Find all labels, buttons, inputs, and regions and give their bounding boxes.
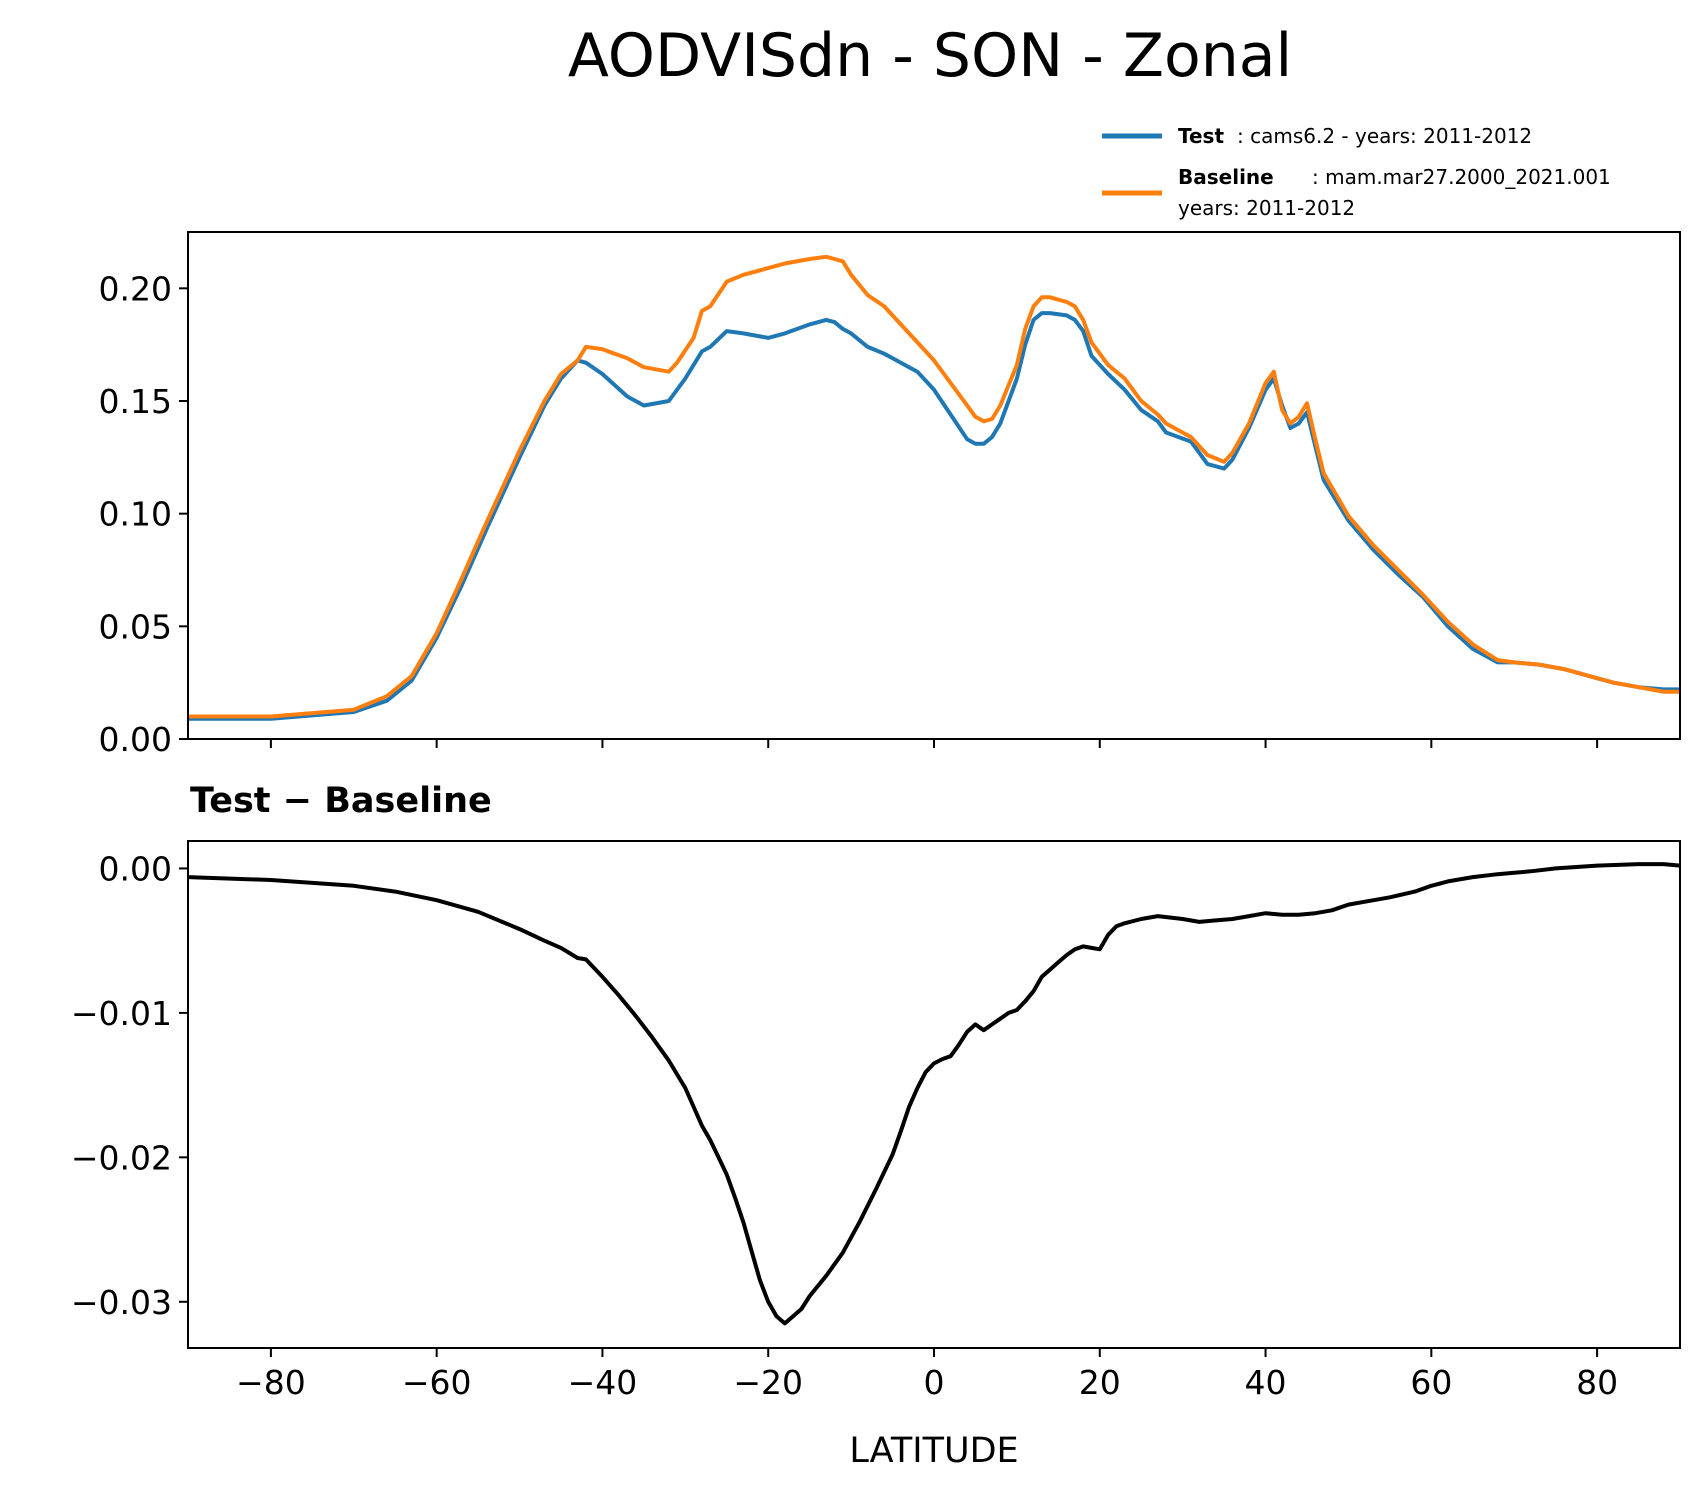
top-x-ticks [269,739,1599,748]
bottom-plot: 0.00 −0.01 −0.02 −0.03 −80 −60 −40 −20 0 20 40 60 8… [71,840,1681,1402]
legend-baseline-bold: Baseline [1178,165,1274,189]
legend-baseline-label-line2: years: 2011-2012 [1178,196,1355,220]
x-tick-label: −60 [402,1363,472,1402]
bottom-y-ticks: 0.00 −0.01 −0.02 −0.03 [71,849,188,1322]
series-line-baseline [188,254,1680,719]
y-tick-label: 0.20 [99,269,172,308]
y-tick-label: 0.10 [99,495,172,534]
x-tick-label: 80 [1576,1363,1618,1402]
y-tick-label: −0.03 [71,1283,172,1322]
x-tick-label: −40 [568,1363,638,1402]
y-tick-label: 0.15 [99,382,172,421]
x-axis-label: LATITUDE [849,1431,1018,1471]
bottom-series-group [187,862,1681,1326]
y-tick-label: 0.00 [99,720,172,759]
top-series-group [188,254,1680,721]
chart-title: AODVISdn - SON - Zonal [568,21,1292,91]
bottom-axes-frame [187,840,1681,1349]
x-tick-label: 20 [1079,1363,1121,1402]
top-y-ticks: 0.00 0.05 0.10 0.15 0.20 [99,269,188,759]
bottom-x-ticks: −80 −60 −40 −20 0 20 40 60 80 [236,1348,1618,1402]
x-tick-label: −20 [733,1363,803,1402]
x-tick-label: 40 [1245,1363,1287,1402]
legend: Test : cams6.2 - years: 2011-2012 Baseli… [1102,124,1611,220]
y-tick-label: −0.01 [71,994,172,1033]
diff-panel-title: Test − Baseline [190,781,492,821]
series-line-test [188,311,1680,721]
x-tick-label: 0 [924,1363,945,1402]
y-tick-label: −0.02 [71,1138,172,1177]
legend-test-bold: Test [1178,124,1224,148]
legend-baseline-label: : mam.mar27.2000_2021.001 [1312,165,1611,189]
x-tick-label: 60 [1410,1363,1452,1402]
series-line-test-baseline [187,862,1681,1326]
top-axes-frame [187,231,1681,740]
legend-test-label: : cams6.2 - years: 2011-2012 [1237,124,1532,148]
top-plot: 0.00 0.05 0.10 0.15 0.20 [99,231,1681,759]
y-tick-label: 0.05 [99,607,172,646]
y-tick-label: 0.00 [99,849,172,888]
x-tick-label: −80 [236,1363,306,1402]
